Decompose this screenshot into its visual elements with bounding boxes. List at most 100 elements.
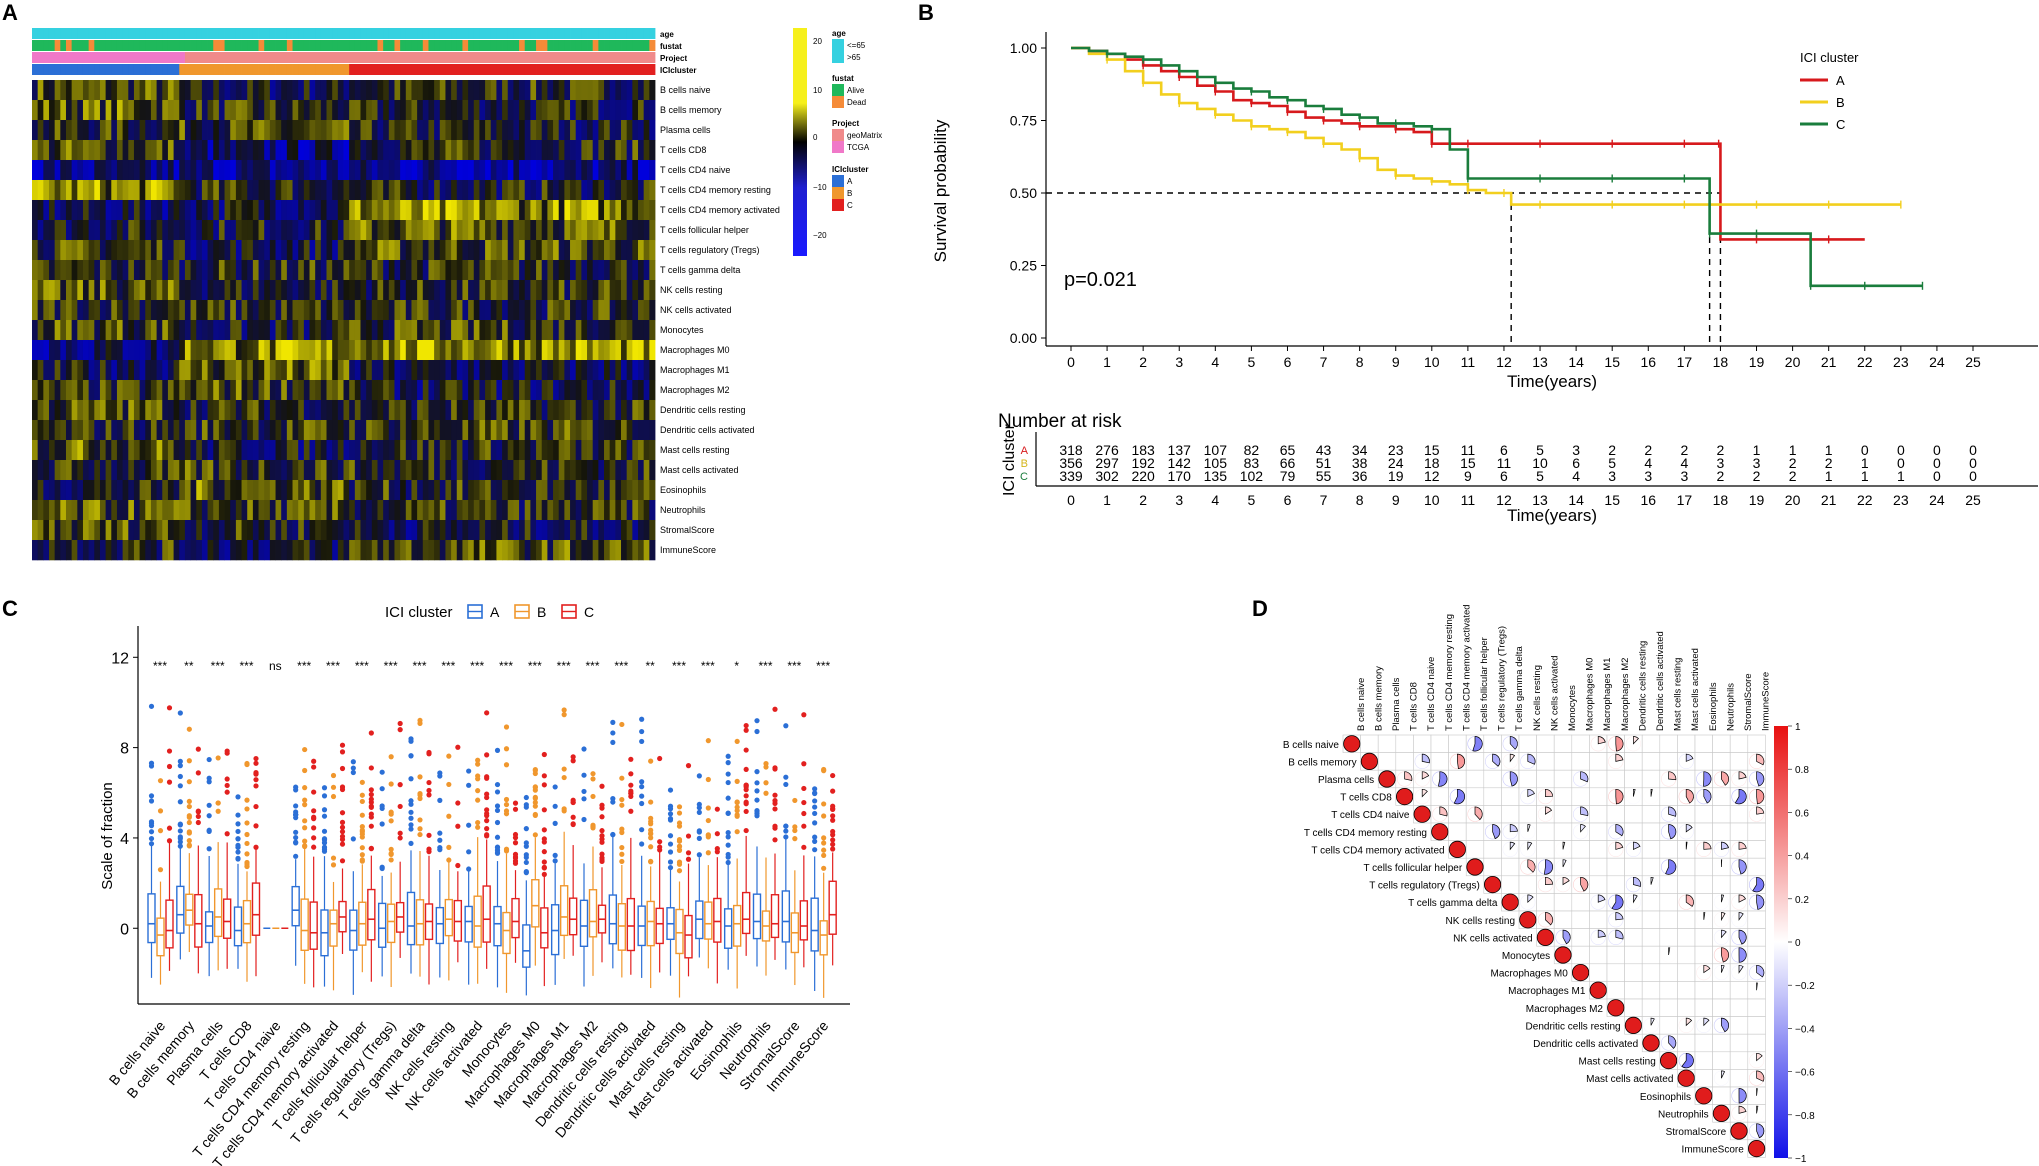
heatmap-cell	[281, 480, 288, 501]
heatmap-cell	[269, 220, 276, 241]
outlier-point	[417, 790, 423, 797]
heatmap-cell	[547, 260, 554, 281]
heatmap-cell	[116, 380, 124, 401]
heatmap-cell	[88, 440, 95, 461]
heatmap-cell	[349, 540, 356, 561]
heatmap-cell	[150, 440, 157, 461]
legend-label: C	[1836, 117, 1845, 132]
heatmap-cell	[354, 280, 361, 301]
correlation-pie	[1509, 753, 1516, 763]
heatmap-cell	[405, 100, 412, 121]
heatmap-cell	[473, 180, 480, 201]
heatmap-cell	[366, 540, 373, 561]
project-cell	[638, 52, 645, 63]
column-label: Dendritic cells activated	[1655, 631, 1666, 731]
heatmap-cell	[298, 260, 305, 281]
outlier-point	[667, 833, 674, 839]
heatmap-cell	[479, 240, 486, 261]
outlier-point	[772, 706, 778, 712]
row-label: Monocytes	[660, 325, 704, 335]
project-cell	[564, 52, 571, 63]
heatmap-cell	[332, 160, 339, 181]
heatmap-cell	[604, 220, 611, 241]
outlier-point	[186, 838, 192, 844]
heatmap-cell	[643, 80, 650, 101]
correlation-pie	[1738, 841, 1747, 850]
heatmap-cell	[286, 240, 293, 261]
heatmap-cell	[162, 340, 169, 361]
heatmap-cell	[99, 260, 107, 281]
heatmap-cell	[258, 380, 265, 401]
heatmap-cell	[201, 100, 208, 121]
heatmap-cell	[609, 200, 616, 221]
outlier-point	[157, 828, 164, 834]
heatmap-cell	[417, 540, 424, 561]
outlier-point	[484, 752, 490, 758]
heatmap-cell	[502, 260, 509, 281]
heatmap-cell	[519, 420, 526, 441]
heatmap-cell	[575, 100, 582, 121]
outlier-point	[311, 825, 317, 831]
heatmap-cell	[609, 240, 616, 261]
heatmap-cell	[60, 520, 67, 541]
age-cell	[167, 28, 174, 39]
heatmap-cell	[99, 200, 107, 221]
heatmap-cell	[598, 220, 605, 241]
outlier-point	[743, 722, 749, 729]
correlation-pie	[1527, 841, 1533, 851]
significance-label: ***	[153, 659, 167, 673]
heatmap-cell	[173, 100, 180, 121]
correlation-cell	[1606, 769, 1625, 789]
heatmap-cell	[82, 160, 90, 181]
heatmap-cell	[638, 300, 645, 321]
outlier-point	[311, 808, 317, 814]
outlier-point	[224, 776, 230, 782]
heatmap-cell	[400, 440, 407, 461]
risk-count: 79	[1280, 468, 1296, 484]
heatmap-cell	[150, 480, 157, 501]
fustat-cell	[490, 40, 497, 51]
heatmap-cell	[258, 100, 265, 121]
heatmap-cell	[638, 80, 645, 101]
fustat-cell	[303, 40, 310, 51]
outlier-point	[503, 762, 510, 768]
heatmap-cell	[173, 300, 180, 321]
heatmap-cell	[54, 320, 61, 341]
y-tick-label: 0.25	[1010, 258, 1037, 274]
significance-label: ***	[239, 659, 253, 673]
outlier-point	[466, 866, 472, 872]
correlation-cell	[1641, 840, 1661, 859]
heatmap-cell	[128, 540, 135, 561]
heatmap-cell	[247, 340, 254, 361]
heatmap-cell	[190, 120, 197, 141]
heatmap-cell	[156, 500, 163, 521]
fustat-cell	[320, 40, 327, 51]
project-cell	[649, 52, 656, 63]
heatmap-cell	[479, 460, 486, 481]
heatmap-cell	[643, 120, 650, 141]
correlation-pie	[1615, 929, 1624, 940]
outlier-point	[339, 829, 346, 835]
correlation-pie	[1633, 736, 1639, 745]
outlier-point	[148, 763, 155, 769]
heatmap-cell	[196, 300, 203, 321]
heatmap-cell	[241, 320, 248, 341]
heatmap-cell	[354, 380, 361, 401]
correlation-cell	[1729, 752, 1749, 771]
outlier-point	[792, 827, 798, 834]
heatmap-cell	[524, 540, 531, 561]
outlier-point	[696, 828, 702, 834]
outlier-point	[783, 781, 789, 788]
heatmap-cell	[162, 220, 169, 241]
risk-count: 15	[1424, 442, 1440, 458]
heatmap-cell	[162, 500, 169, 521]
heatmap-cell	[235, 360, 242, 381]
heatmap-cell	[456, 340, 463, 361]
heatmap-cell	[530, 240, 537, 261]
heatmap-cell	[366, 180, 373, 201]
heatmap-cell	[167, 360, 174, 381]
outlier-point	[772, 837, 778, 843]
heatmap-cell	[145, 300, 152, 321]
heatmap-cell	[292, 240, 299, 261]
heatmap-cell	[77, 520, 84, 541]
